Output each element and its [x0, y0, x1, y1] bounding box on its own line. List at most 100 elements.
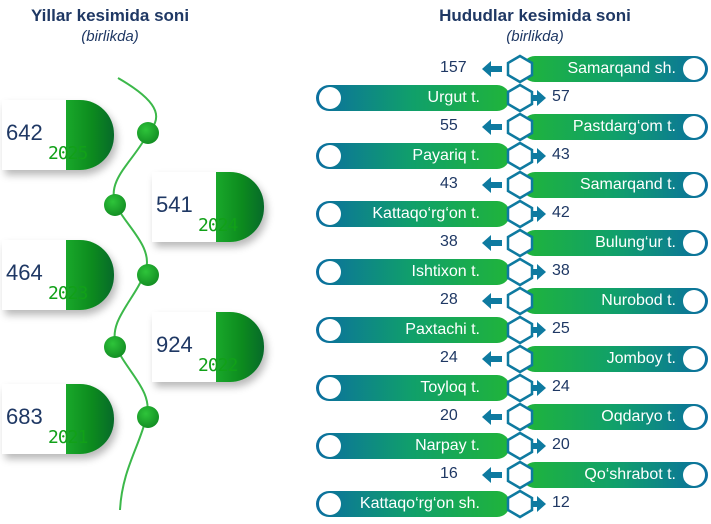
region-bar: Bulung‘ur t. — [522, 230, 708, 256]
bar-knob — [683, 116, 705, 138]
year-card: 683 2021 — [2, 384, 114, 454]
region-label: Pastdarg‘om t. — [572, 118, 676, 135]
region-value: 20 — [552, 436, 570, 453]
region-value: 157 — [440, 59, 467, 76]
region-bar: Urgut t. — [316, 85, 510, 111]
year-value: 464 — [6, 260, 43, 285]
region-value: 38 — [440, 233, 458, 250]
hexagon-icon — [506, 373, 534, 403]
arrow-left-icon — [482, 235, 502, 251]
hexagon-icon — [506, 460, 534, 490]
region-bar: Ishtixon t. — [316, 259, 510, 285]
timeline-dot — [104, 194, 126, 216]
region-bar: Kattaqo‘rg‘on t. — [316, 201, 510, 227]
region-value: 16 — [440, 465, 458, 482]
region-value: 20 — [440, 407, 458, 424]
year-label: 2025 — [48, 143, 88, 164]
hexagon-icon — [506, 199, 534, 229]
hexagon-icon — [506, 112, 534, 142]
region-label: Kattaqo‘rg‘on t. — [372, 205, 480, 222]
region-value: 55 — [440, 117, 458, 134]
hexagon-icon — [506, 54, 534, 84]
arrow-right-icon — [526, 90, 546, 106]
region-value: 43 — [552, 146, 570, 163]
bar-knob — [319, 261, 341, 283]
region-bar: Oqdaryo t. — [522, 404, 708, 430]
region-label: Samarqand t. — [579, 176, 676, 193]
region-bar: Samarqand sh. — [522, 56, 708, 82]
region-bar: Narpay t. — [316, 433, 510, 459]
bar-knob — [319, 435, 341, 457]
year-card: 642 2025 — [2, 100, 114, 170]
bar-knob — [683, 58, 705, 80]
year-card: 464 2023 — [2, 240, 114, 310]
bar-knob — [319, 203, 341, 225]
arrow-left-icon — [482, 467, 502, 483]
hexagon-icon — [506, 228, 534, 258]
region-value: 25 — [552, 320, 570, 337]
region-label: Urgut t. — [427, 89, 480, 106]
timeline-dot — [137, 122, 159, 144]
region-bar: Jomboy t. — [522, 346, 708, 372]
arrow-left-icon — [482, 61, 502, 77]
region-bar: Nurobod t. — [522, 288, 708, 314]
region-value: 12 — [552, 494, 570, 511]
bar-knob — [683, 174, 705, 196]
region-bar: Payariq t. — [316, 143, 510, 169]
region-bar: Qo‘shrabot t. — [522, 462, 708, 488]
year-label: 2024 — [198, 215, 238, 236]
region-label: Qo‘shrabot t. — [584, 466, 676, 483]
region-bar: Samarqand t. — [522, 172, 708, 198]
region-bar: Kattaqo‘rg‘on sh. — [316, 491, 510, 517]
region-label: Jomboy t. — [606, 350, 676, 367]
year-label: 2023 — [48, 283, 88, 304]
arrow-right-icon — [526, 322, 546, 338]
year-value: 683 — [6, 404, 43, 429]
bar-knob — [683, 406, 705, 428]
region-label: Payariq t. — [412, 147, 480, 164]
arrow-left-icon — [482, 119, 502, 135]
right-subtitle: (birlikda) — [506, 28, 564, 45]
year-label: 2021 — [48, 427, 88, 448]
region-value: 24 — [552, 378, 570, 395]
year-card: 541 2024 — [152, 172, 264, 242]
timeline-dot — [137, 264, 159, 286]
year-label: 2022 — [198, 355, 238, 376]
arrow-right-icon — [526, 438, 546, 454]
year-value: 541 — [156, 192, 193, 217]
timeline-dot — [137, 406, 159, 428]
region-label: Nurobod t. — [601, 292, 676, 309]
region-bar: Paxtachi t. — [316, 317, 510, 343]
bar-knob — [319, 377, 341, 399]
region-label: Narpay t. — [415, 437, 480, 454]
arrow-left-icon — [482, 177, 502, 193]
hexagon-icon — [506, 286, 534, 316]
hexagon-icon — [506, 315, 534, 345]
bar-knob — [683, 464, 705, 486]
bar-knob — [319, 319, 341, 341]
left-subtitle: (birlikda) — [81, 28, 139, 45]
arrow-right-icon — [526, 380, 546, 396]
region-label: Kattaqo‘rg‘on sh. — [359, 495, 480, 512]
bar-knob — [319, 493, 341, 515]
hexagon-icon — [506, 431, 534, 461]
region-label: Bulung‘ur t. — [595, 234, 676, 251]
arrow-right-icon — [526, 148, 546, 164]
hexagon-icon — [506, 344, 534, 374]
arrow-right-icon — [526, 206, 546, 222]
region-bar: Toyloq t. — [316, 375, 510, 401]
hexagon-icon — [506, 489, 534, 519]
left-title: Yillar kesimida soni — [30, 6, 190, 25]
region-label: Ishtixon t. — [411, 263, 480, 280]
region-label: Paxtachi t. — [405, 321, 480, 338]
region-value: 43 — [440, 175, 458, 192]
hexagon-icon — [506, 83, 534, 113]
hexagon-icon — [506, 141, 534, 171]
bar-knob — [683, 232, 705, 254]
hexagon-icon — [506, 402, 534, 432]
arrow-left-icon — [482, 409, 502, 425]
timeline-dot — [104, 336, 126, 358]
region-value: 57 — [552, 88, 570, 105]
region-label: Oqdaryo t. — [601, 408, 676, 425]
year-value: 642 — [6, 120, 43, 145]
